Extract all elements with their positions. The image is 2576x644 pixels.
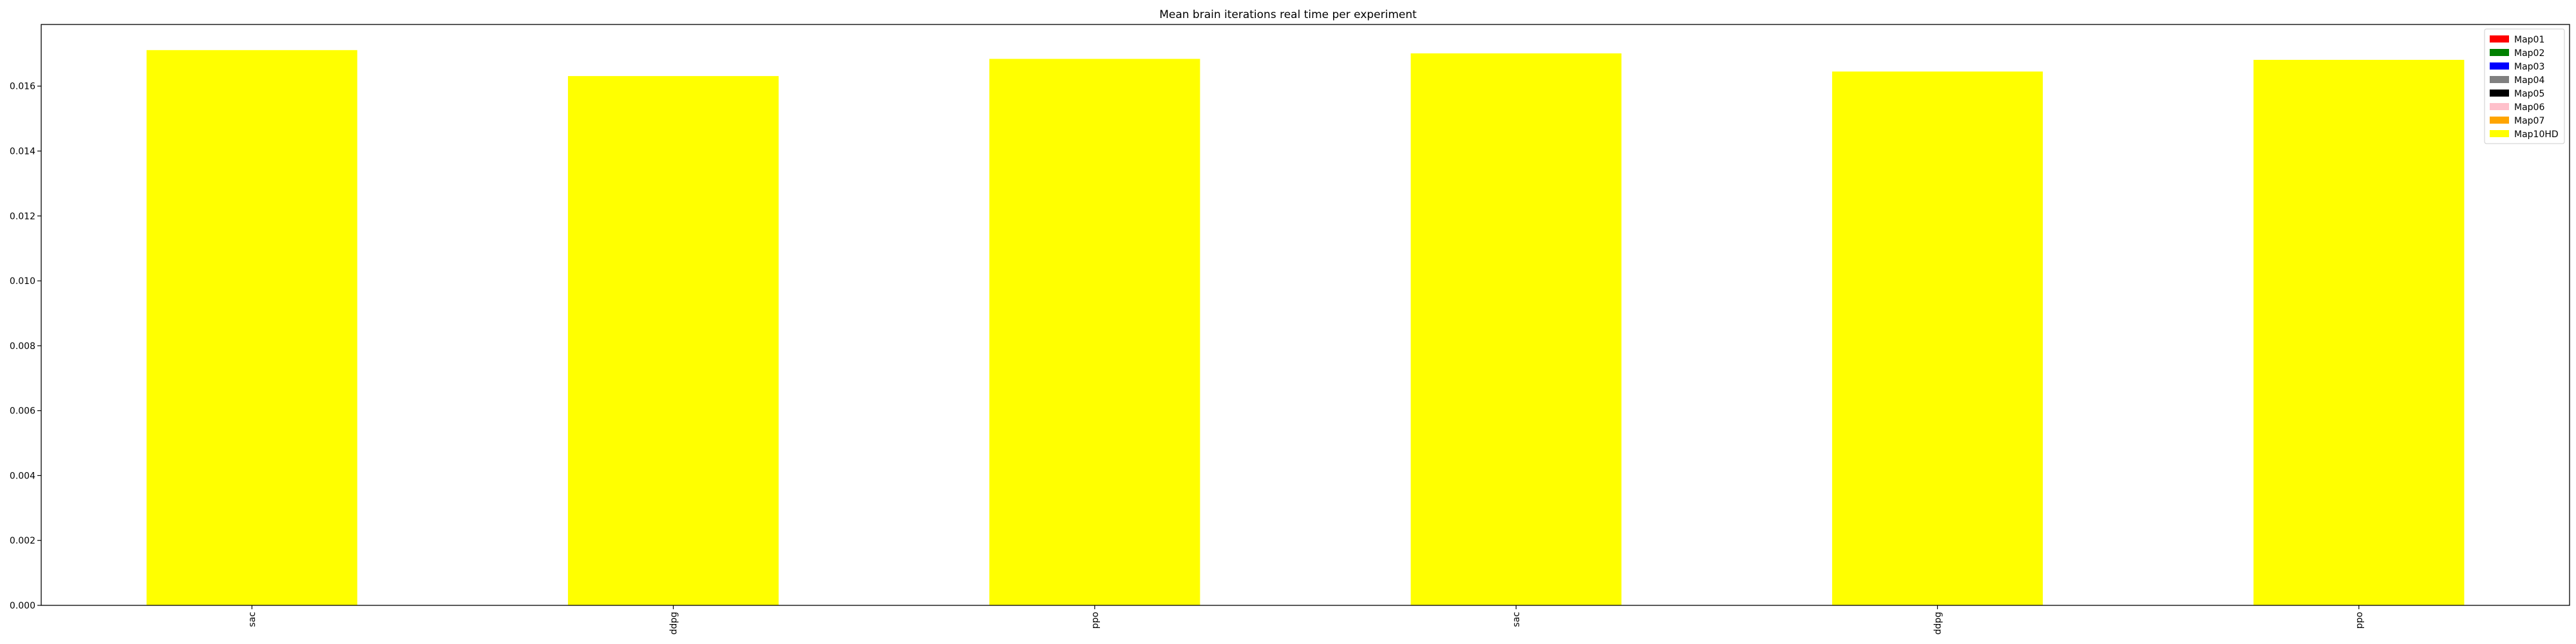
x-tick-label: ddpg — [669, 612, 679, 635]
legend-label: Map04 — [2514, 75, 2544, 86]
legend-label: Map01 — [2514, 35, 2544, 45]
legend-swatch — [2490, 76, 2509, 83]
bar-ddpg-5 — [1832, 71, 2043, 606]
y-tick-label: 0.000 — [10, 601, 35, 611]
y-tick-label: 0.002 — [10, 536, 35, 546]
x-tick-label: ddpg — [1933, 612, 1944, 635]
y-tick-label: 0.006 — [10, 406, 35, 417]
x-tick-label: sac — [247, 612, 258, 627]
legend-label: Map05 — [2514, 89, 2544, 99]
legend-swatch — [2490, 117, 2509, 124]
y-tick-label: 0.016 — [10, 82, 35, 92]
legend-swatch — [2490, 103, 2509, 110]
plot-frame — [41, 24, 2570, 606]
bar-ppo-6 — [2253, 59, 2465, 605]
legend-label: Map10HD — [2514, 129, 2559, 140]
legend-label: Map06 — [2514, 102, 2544, 113]
y-tick-label: 0.004 — [10, 471, 35, 481]
bar-sac-1 — [146, 50, 357, 605]
bars-group — [146, 50, 2465, 606]
legend-label: Map07 — [2514, 116, 2544, 126]
bar-ddpg-2 — [567, 76, 779, 606]
legend-swatch — [2490, 49, 2509, 56]
bar-ppo-3 — [989, 59, 1200, 605]
legend-swatch — [2490, 35, 2509, 43]
x-tick-label: ppo — [2354, 612, 2365, 629]
y-tick-label: 0.014 — [10, 147, 35, 157]
y-tick-label: 0.008 — [10, 341, 35, 352]
x-tick-label: ppo — [1090, 612, 1101, 629]
bar-sac-4 — [1410, 53, 1622, 606]
legend: Map01 Map02 Map03 Map04 Map05 Map06 Map07 Map10… — [2484, 28, 2565, 144]
y-axis: 0.000 0.002 0.004 0.006 0.008 0.010 0.012 0.014… — [10, 82, 41, 611]
y-tick-label: 0.012 — [10, 211, 35, 222]
legend-label: Map02 — [2514, 48, 2544, 59]
legend-swatch — [2490, 130, 2509, 137]
chart-title: Mean brain iterations real time per expe… — [1159, 8, 1417, 21]
legend-label: Map03 — [2514, 62, 2544, 72]
y-tick-label: 0.010 — [10, 276, 35, 287]
x-axis: sac ddpg ppo sac ddpg ppo — [247, 605, 2365, 635]
x-tick-label: sac — [1511, 612, 1522, 627]
legend-box — [2484, 28, 2565, 144]
legend-swatch — [2490, 62, 2509, 70]
legend-swatch — [2490, 90, 2509, 97]
